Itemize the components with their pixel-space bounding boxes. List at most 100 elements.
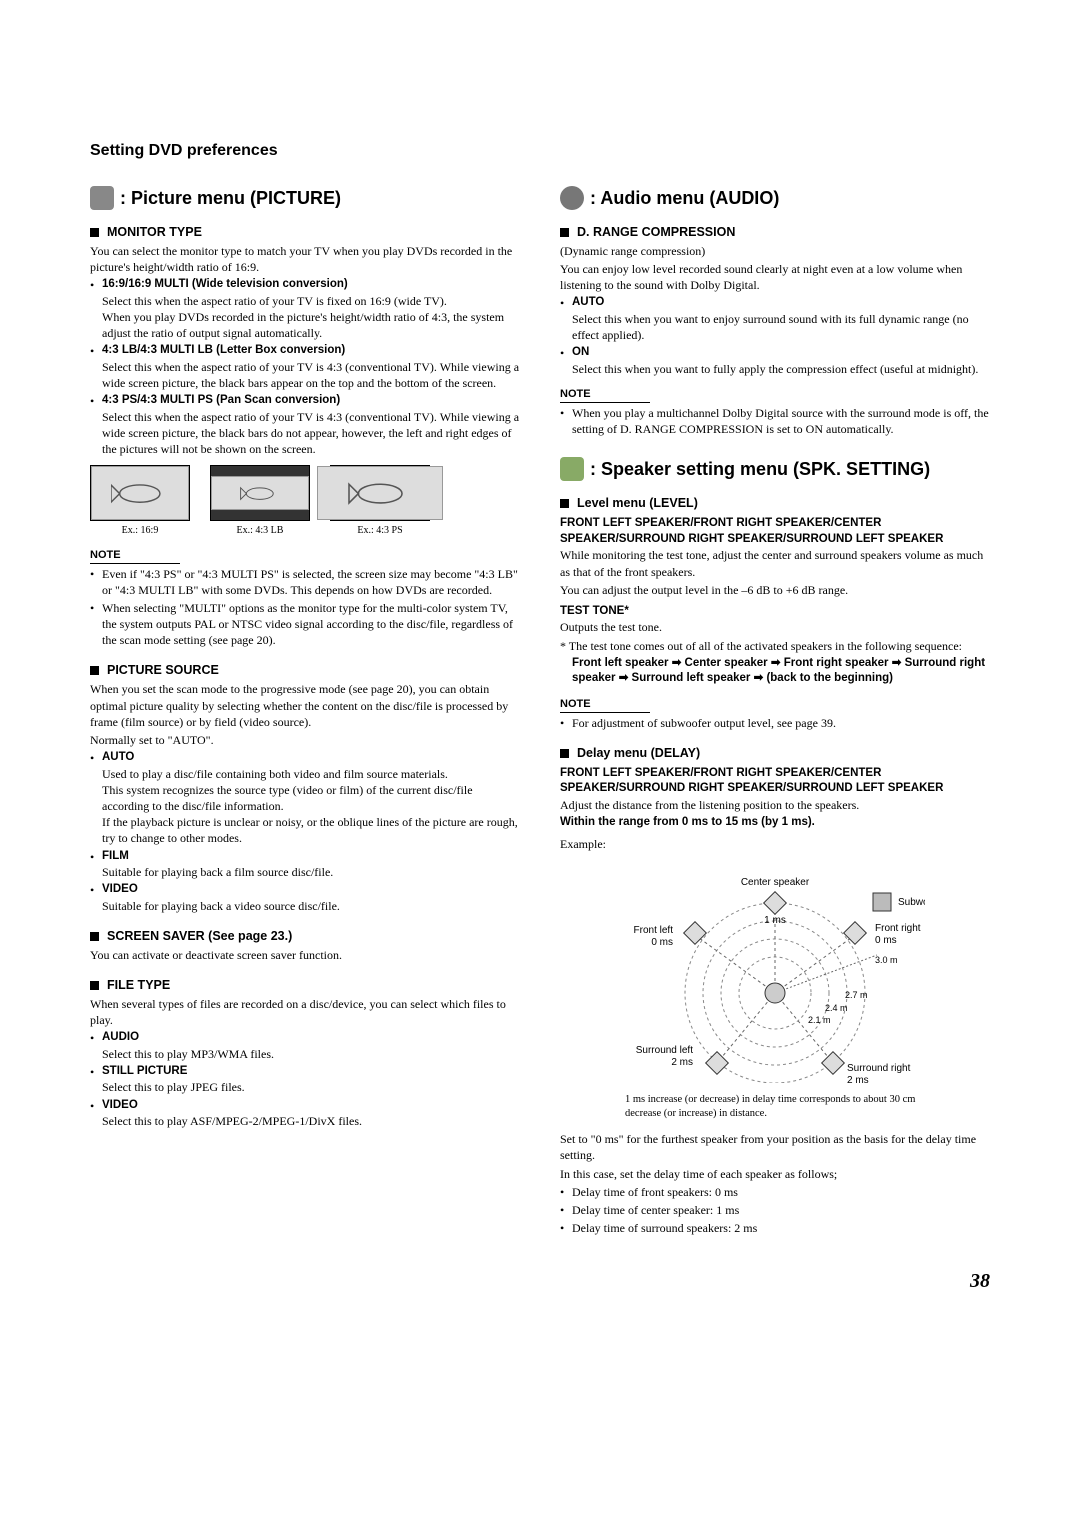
ft-video: VIDEO Select this to play ASF/MPEG-2/MPE… — [90, 1098, 520, 1130]
ex-lb: Ex.: 4:3 LB — [210, 465, 310, 538]
diagram-caption: 1 ms increase (or decrease) in delay tim… — [625, 1093, 925, 1121]
fish-icon — [111, 478, 169, 509]
aspect-examples: Ex.: 16:9 Ex.: 4:3 LB Ex.: 4 — [90, 465, 520, 538]
ex-cap: Ex.: 4:3 PS — [330, 524, 430, 538]
lbl-sl-ms: 2 ms — [671, 1057, 693, 1068]
dr-on: ON Select this when you want to fully ap… — [560, 345, 990, 377]
audio-menu-title: : Audio menu (AUDIO) — [560, 186, 990, 210]
note-item: For adjustment of subwoofer output level… — [560, 715, 990, 731]
lbl-d3: 3.0 m — [875, 955, 898, 965]
delay-p2: Within the range from 0 ms to 15 ms (by … — [560, 815, 990, 831]
ft-text: Select this to play ASF/MPEG-2/MPEG-1/Di… — [102, 1114, 362, 1128]
lbl-center-ms: 1 ms — [764, 915, 786, 926]
testtone-seq: Front left speaker ➡ Center speaker ➡ Fr… — [560, 656, 990, 687]
mt-item-169: 16:9/16:9 MULTI (Wide television convers… — [90, 277, 520, 341]
ft-text: Select this to play MP3/WMA files. — [102, 1047, 274, 1061]
ps-film: FILM Suitable for playing back a film so… — [90, 849, 520, 881]
mt-label: 16:9/16:9 MULTI (Wide television convers… — [102, 277, 520, 293]
delay-example-label: Example: — [560, 836, 990, 852]
file-type-hdr: FILE TYPE — [90, 977, 520, 994]
note-text: When selecting "MULTI" options as the mo… — [102, 601, 513, 647]
note-hdr: NOTE — [90, 548, 180, 564]
lbl-fr: Front right — [875, 923, 921, 934]
lbl-d21: 2.1 m — [808, 1015, 831, 1025]
spk-menu-text: : Speaker setting menu (SPK. SETTING) — [590, 457, 930, 481]
dr-label: AUTO — [572, 295, 990, 311]
dr-text: Select this when you want to enjoy surro… — [572, 312, 969, 342]
drange-hdr: D. RANGE COMPRESSION — [560, 224, 990, 241]
ps-label: VIDEO — [102, 882, 520, 898]
level-hdr: Level menu (LEVEL) — [560, 495, 990, 512]
mt-item-ps: 4:3 PS/4:3 MULTI PS (Pan Scan conversion… — [90, 393, 520, 457]
picture-icon — [90, 186, 114, 210]
mt-text: Select this when the aspect ratio of you… — [102, 410, 519, 456]
audio-menu-text: : Audio menu (AUDIO) — [590, 186, 779, 210]
ps-text: Suitable for playing back a film source … — [102, 865, 333, 879]
ft-label: VIDEO — [102, 1098, 520, 1114]
ft-intro: When several types of files are recorded… — [90, 996, 520, 1028]
delay-sub: FRONT LEFT SPEAKER/FRONT RIGHT SPEAKER/C… — [560, 766, 990, 797]
monitor-type-intro: You can select the monitor type to match… — [90, 243, 520, 275]
picture-source-hdr: PICTURE SOURCE — [90, 662, 520, 679]
level-p1: While monitoring the test tone, adjust t… — [560, 547, 990, 579]
delay-after2: In this case, set the delay time of each… — [560, 1166, 990, 1182]
ft-audio: AUDIO Select this to play MP3/WMA files. — [90, 1030, 520, 1062]
drange-intro: You can enjoy low level recorded sound c… — [560, 261, 990, 293]
ft-text: Select this to play JPEG files. — [102, 1080, 245, 1094]
note-item: When selecting "MULTI" options as the mo… — [90, 600, 520, 649]
ss-text: You can activate or deactivate screen sa… — [90, 947, 520, 963]
ps-label: AUTO — [102, 750, 520, 766]
speaker-icon — [560, 457, 584, 481]
testtone-star: * The test tone comes out of all of the … — [560, 638, 990, 654]
note-text: Even if "4:3 PS" or "4:3 MULTI PS" is se… — [102, 567, 518, 597]
note-text: For adjustment of subwoofer output level… — [572, 716, 836, 730]
ps-text: Used to play a disc/file containing both… — [102, 767, 448, 781]
mt-label: 4:3 PS/4:3 MULTI PS (Pan Scan conversion… — [102, 393, 520, 409]
testtone-hdr: TEST TONE* — [560, 604, 990, 620]
delay-bullet: Delay time of surround speakers: 2 ms — [560, 1220, 990, 1236]
dr-auto: AUTO Select this when you want to enjoy … — [560, 295, 990, 343]
testtone-p: Outputs the test tone. — [560, 619, 990, 635]
screen-saver-hdr: SCREEN SAVER (See page 23.) — [90, 928, 520, 945]
ex-cap: Ex.: 16:9 — [90, 524, 190, 538]
lbl-fl-ms: 0 ms — [651, 937, 673, 948]
lbl-d24: 2.4 m — [825, 1003, 848, 1013]
left-column: : Picture menu (PICTURE) MONITOR TYPE Yo… — [90, 180, 520, 1239]
page-header: Setting DVD preferences — [90, 140, 990, 162]
delay-bullet: Delay time of front speakers: 0 ms — [560, 1184, 990, 1200]
fish-icon — [343, 478, 417, 509]
ex-ps: Ex.: 4:3 PS — [330, 465, 430, 538]
lbl-sr-ms: 2 ms — [847, 1075, 869, 1083]
mt-item-lb: 4:3 LB/4:3 MULTI LB (Letter Box conversi… — [90, 343, 520, 391]
delay-p1: Adjust the distance from the listening p… — [560, 797, 990, 813]
lbl-d27: 2.7 m — [845, 990, 868, 1000]
db-text: Delay time of center speaker: 1 ms — [572, 1203, 739, 1217]
delay-after1: Set to "0 ms" for the furthest speaker f… — [560, 1131, 990, 1163]
lbl-sub: Subwoofer — [898, 897, 925, 908]
db-text: Delay time of front speakers: 0 ms — [572, 1185, 738, 1199]
level-p2: You can adjust the output level in the –… — [560, 582, 990, 598]
monitor-type-hdr: MONITOR TYPE — [90, 224, 520, 241]
ps-text: Suitable for playing back a video source… — [102, 899, 340, 913]
note-item: Even if "4:3 PS" or "4:3 MULTI PS" is se… — [90, 566, 520, 598]
lbl-fl: Front left — [634, 925, 674, 936]
db-text: Delay time of surround speakers: 2 ms — [572, 1221, 757, 1235]
ps-text: If the playback picture is unclear or no… — [102, 815, 518, 845]
ps-label: FILM — [102, 849, 520, 865]
fish-icon — [231, 484, 289, 503]
note-text: When you play a multichannel Dolby Digit… — [572, 406, 989, 436]
ps-intro2: Normally set to "AUTO". — [90, 732, 520, 748]
delay-bullet: Delay time of center speaker: 1 ms — [560, 1202, 990, 1218]
delay-hdr: Delay menu (DELAY) — [560, 745, 990, 762]
ps-auto: AUTO Used to play a disc/file containing… — [90, 750, 520, 846]
dr-label: ON — [572, 345, 990, 361]
speaker-diagram: Center speaker 1 ms Subwoofer Front left… — [625, 863, 925, 1122]
note-hdr: NOTE — [560, 387, 650, 403]
lbl-fr-ms: 0 ms — [875, 935, 897, 946]
note-hdr: NOTE — [560, 697, 650, 713]
mt-text: Select this when the aspect ratio of you… — [102, 294, 447, 308]
ex-169: Ex.: 16:9 — [90, 465, 190, 538]
dr-text: Select this when you want to fully apply… — [572, 362, 978, 376]
ps-video: VIDEO Suitable for playing back a video … — [90, 882, 520, 914]
right-column: : Audio menu (AUDIO) D. RANGE COMPRESSIO… — [560, 180, 990, 1239]
